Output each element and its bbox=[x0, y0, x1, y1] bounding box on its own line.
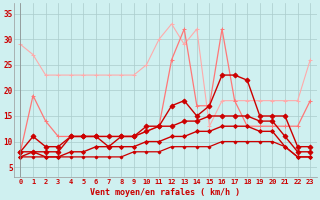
X-axis label: Vent moyen/en rafales ( km/h ): Vent moyen/en rafales ( km/h ) bbox=[90, 188, 240, 197]
